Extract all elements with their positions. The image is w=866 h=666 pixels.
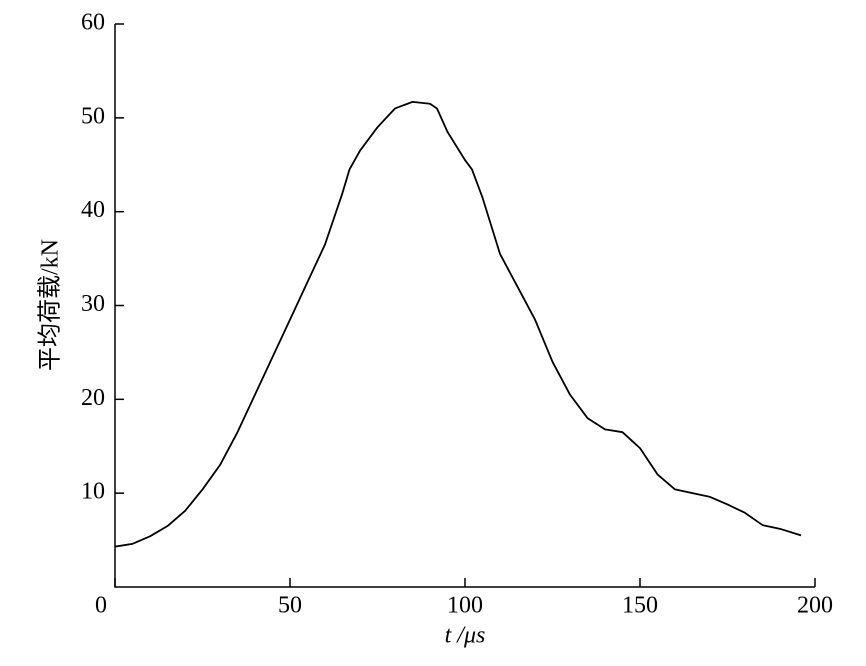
y-tick-label: 10 [81, 479, 105, 505]
y-tick-label: 40 [81, 197, 105, 223]
data-line [114, 100, 802, 548]
y-tick-label: 50 [81, 103, 105, 129]
y-tick-label: 20 [81, 385, 105, 411]
axes [114, 24, 815, 588]
x-tick-label: 50 [278, 593, 302, 619]
x-tick-label: 150 [622, 593, 658, 619]
x-tick-label: 200 [797, 593, 833, 619]
y-tick-label: 60 [81, 10, 105, 36]
y-tick-label: 30 [81, 291, 105, 317]
y-axis-label: 平均荷载/kN [37, 239, 64, 371]
x-tick-label: 0 [95, 593, 107, 619]
x-tick-label: 100 [447, 593, 483, 619]
x-axis-label: t /μs [445, 623, 486, 649]
